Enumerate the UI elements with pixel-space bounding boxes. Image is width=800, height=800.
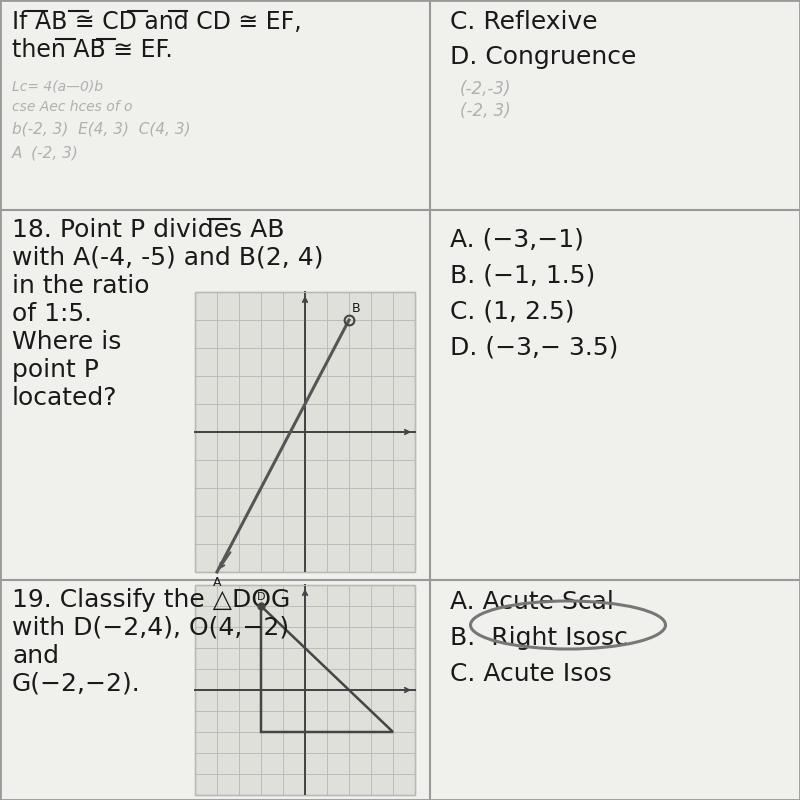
Text: C. Reflexive: C. Reflexive (450, 10, 598, 34)
Text: and: and (12, 644, 59, 668)
Text: D. (−3,− 3.5): D. (−3,− 3.5) (450, 336, 618, 360)
Text: located?: located? (12, 386, 118, 410)
Text: then AB ≅ EF.: then AB ≅ EF. (12, 38, 173, 62)
Bar (0, 0, 800, 210)
Text: If AB ≅ CD and CD ≅ EF,: If AB ≅ CD and CD ≅ EF, (12, 10, 302, 34)
Text: C. Acute Isos: C. Acute Isos (450, 662, 612, 686)
Text: 19. Classify the △DOG: 19. Classify the △DOG (12, 588, 290, 612)
Text: A  (-2, 3): A (-2, 3) (12, 145, 79, 160)
Text: G(−2,−2).: G(−2,−2). (12, 672, 141, 696)
Text: of 1:5.: of 1:5. (12, 302, 92, 326)
Text: D. Congruence: D. Congruence (450, 45, 636, 69)
Text: Lc= 4(a—0)b: Lc= 4(a—0)b (12, 80, 103, 94)
Text: A. Acute Scal: A. Acute Scal (450, 590, 614, 614)
Text: b(-2, 3)  E(4, 3)  C(4, 3): b(-2, 3) E(4, 3) C(4, 3) (12, 122, 190, 137)
Text: (-2, 3): (-2, 3) (460, 102, 510, 120)
Text: Where is: Where is (12, 330, 122, 354)
Text: B. (−1, 1.5): B. (−1, 1.5) (450, 264, 595, 288)
Text: A: A (213, 576, 222, 589)
Text: cse Aec hces of o: cse Aec hces of o (12, 100, 133, 114)
Text: B: B (352, 302, 361, 315)
Text: (-2,-3): (-2,-3) (460, 80, 511, 98)
Text: D: D (257, 592, 266, 602)
Text: A. (−3,−1): A. (−3,−1) (450, 228, 584, 252)
Text: C. (1, 2.5): C. (1, 2.5) (450, 300, 574, 324)
Text: B.  Right Isosc: B. Right Isosc (450, 626, 628, 650)
Bar (195, 585, 415, 795)
Text: 18. Point P divides AB: 18. Point P divides AB (12, 218, 285, 242)
Text: with A(-4, -5) and B(2, 4): with A(-4, -5) and B(2, 4) (12, 246, 323, 270)
Text: point P: point P (12, 358, 99, 382)
Bar (195, 292, 415, 572)
Text: in the ratio: in the ratio (12, 274, 150, 298)
Text: with D(−2,4), O(4,−2): with D(−2,4), O(4,−2) (12, 616, 289, 640)
Bar (0, 210, 800, 580)
Bar (0, 580, 800, 800)
